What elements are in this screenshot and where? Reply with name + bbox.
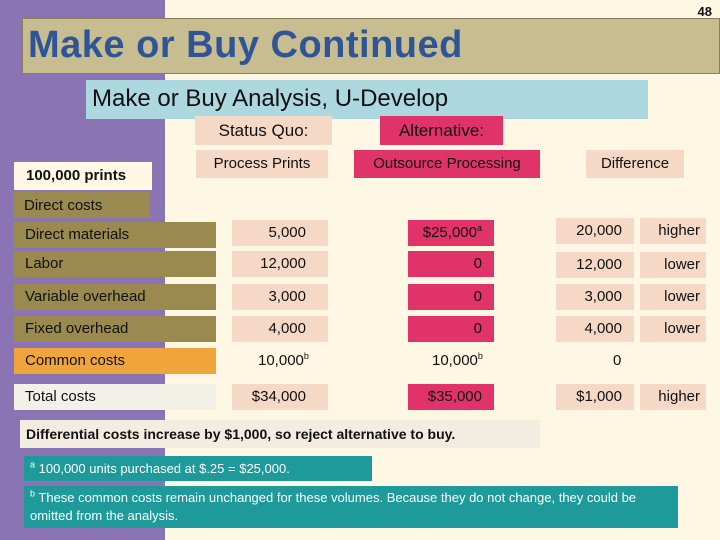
cell-alternative-labor: 0 [408, 251, 494, 277]
cell-alternative-total-costs: $35,000 [408, 384, 494, 410]
slide-title: Make or Buy Continued [28, 24, 463, 66]
cell-status-quo-labor: 12,000 [232, 251, 328, 277]
status-quo-label-box: Status Quo: [195, 116, 332, 145]
column-header-difference: Difference [586, 150, 684, 178]
cell-status-quo-common-costs: 10,000b [258, 351, 309, 370]
conclusion-text: Differential costs increase by $1,000, s… [26, 426, 456, 442]
cell-status-quo-direct-materials: 5,000 [232, 220, 328, 246]
cell-alternative-variable-overhead: 0 [408, 284, 494, 310]
row-label-direct-materials: Direct materials [14, 222, 216, 248]
alternative-label-box: Alternative: [380, 116, 503, 145]
alternative-label: Alternative: [398, 121, 485, 140]
cell-status-quo-total-costs: $34,000 [232, 384, 328, 410]
cell-difference-variable-overhead: 3,000 [556, 284, 634, 310]
direct-costs-label: Direct costs [24, 197, 103, 214]
cell-direction-fixed-overhead: lower [640, 316, 706, 342]
cell-direction-labor: lower [640, 252, 706, 278]
footnote-b-text: These common costs remain unchanged for … [30, 490, 637, 523]
footnote-marker-a: a [476, 223, 482, 233]
direct-costs-box [14, 192, 150, 218]
footnote-a-marker: a [30, 459, 36, 470]
footnote-b: b These common costs remain unchanged fo… [24, 486, 678, 528]
cell-alternative-value: $25,000 [422, 224, 477, 241]
row-label-labor: Labor [14, 251, 216, 277]
title-bar [22, 18, 720, 74]
cell-direction-direct-materials: higher [640, 218, 706, 244]
status-quo-label: Status Quo: [218, 121, 309, 140]
column-header-status-quo: Process Prints [196, 150, 328, 178]
footnote-a: a 100,000 units purchased at $.25 = $25,… [24, 456, 372, 481]
cell-difference-total-costs: $1,000 [556, 384, 634, 410]
footnote-marker-b: b [303, 351, 309, 361]
row-label-variable-overhead: Variable overhead [14, 284, 216, 310]
footnote-b-marker: b [30, 488, 36, 499]
cell-alternative-direct-materials: $25,000a [408, 220, 494, 246]
quantity-label-box [14, 162, 152, 190]
conclusion-bar [20, 420, 540, 448]
footnote-a-text: 100,000 units purchased at $.25 = $25,00… [38, 461, 290, 476]
cell-direction-variable-overhead: lower [640, 284, 706, 310]
common-costs-alternative-value: 10,000 [432, 352, 478, 369]
footnote-marker-b: b [477, 351, 483, 361]
row-label-total-costs: Total costs [14, 384, 216, 410]
cell-status-quo-fixed-overhead: 4,000 [232, 316, 328, 342]
cell-alternative-fixed-overhead: 0 [408, 316, 494, 342]
cell-difference-direct-materials: 20,000 [556, 218, 634, 244]
page-number: 48 [697, 4, 712, 19]
slide-subtitle: Make or Buy Analysis, U-Develop [92, 85, 449, 112]
cell-difference-common-costs: 0 [613, 352, 622, 369]
row-label-fixed-overhead: Fixed overhead [14, 316, 216, 342]
cell-status-quo-variable-overhead: 3,000 [232, 284, 328, 310]
cell-alternative-common-costs: 10,000b [432, 351, 483, 370]
cell-direction-total-costs: higher [640, 384, 706, 410]
common-costs-status-quo-value: 10,000 [258, 352, 304, 369]
cell-difference-fixed-overhead: 4,000 [556, 316, 634, 342]
column-header-alternative: Outsource Processing [354, 150, 540, 178]
row-label-common-costs: Common costs [14, 348, 216, 374]
cell-difference-labor: 12,000 [556, 252, 634, 278]
subtitle-bar [86, 80, 648, 119]
quantity-label: 100,000 prints [26, 167, 127, 184]
